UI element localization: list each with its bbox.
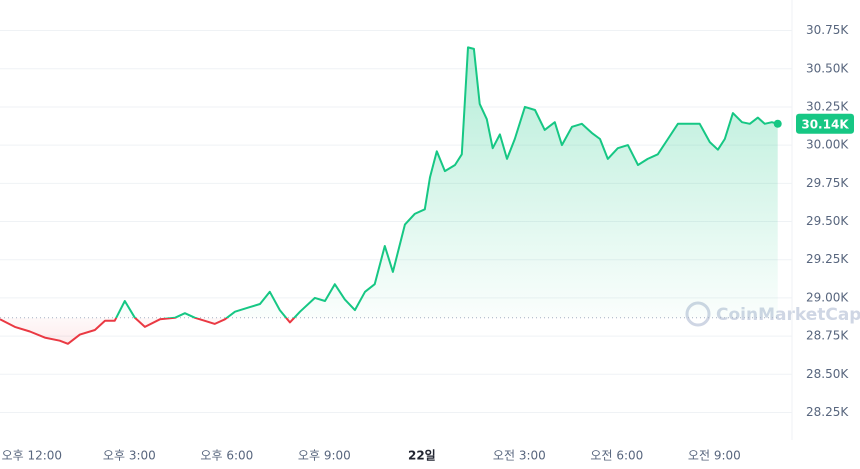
x-tick-label: 22일 [408,449,436,463]
last-point [773,119,782,128]
x-tick-label: 오전 3:00 [493,449,546,463]
x-tick-label: 오후 3:00 [103,449,156,463]
y-tick-label: 28.25K [806,405,849,419]
price-tag [796,113,854,134]
y-tick-label: 28.75K [806,329,849,343]
x-tick-label: 오후 6:00 [200,449,253,463]
y-tick-label: 30.00K [806,138,849,152]
y-tick-label: 30.75K [806,23,849,37]
y-tick-label: 30.50K [806,61,849,75]
x-tick-label: 오전 9:00 [688,449,741,463]
price-tag-label: 30.14K [801,117,849,131]
y-tick-label: 29.00K [806,290,849,304]
y-tick-label: 29.25K [806,252,849,266]
y-tick-label: 30.25K [806,99,849,113]
y-tick-label: 29.75K [806,176,849,190]
area [0,47,778,344]
y-tick-label: 29.50K [806,214,849,228]
x-tick-label: 오후 12:00 [2,449,62,463]
y-tick-label: 28.50K [806,367,849,381]
x-tick-label: 오전 6:00 [590,449,643,463]
price-line [0,46,778,345]
x-tick-label: 오후 9:00 [298,449,351,463]
